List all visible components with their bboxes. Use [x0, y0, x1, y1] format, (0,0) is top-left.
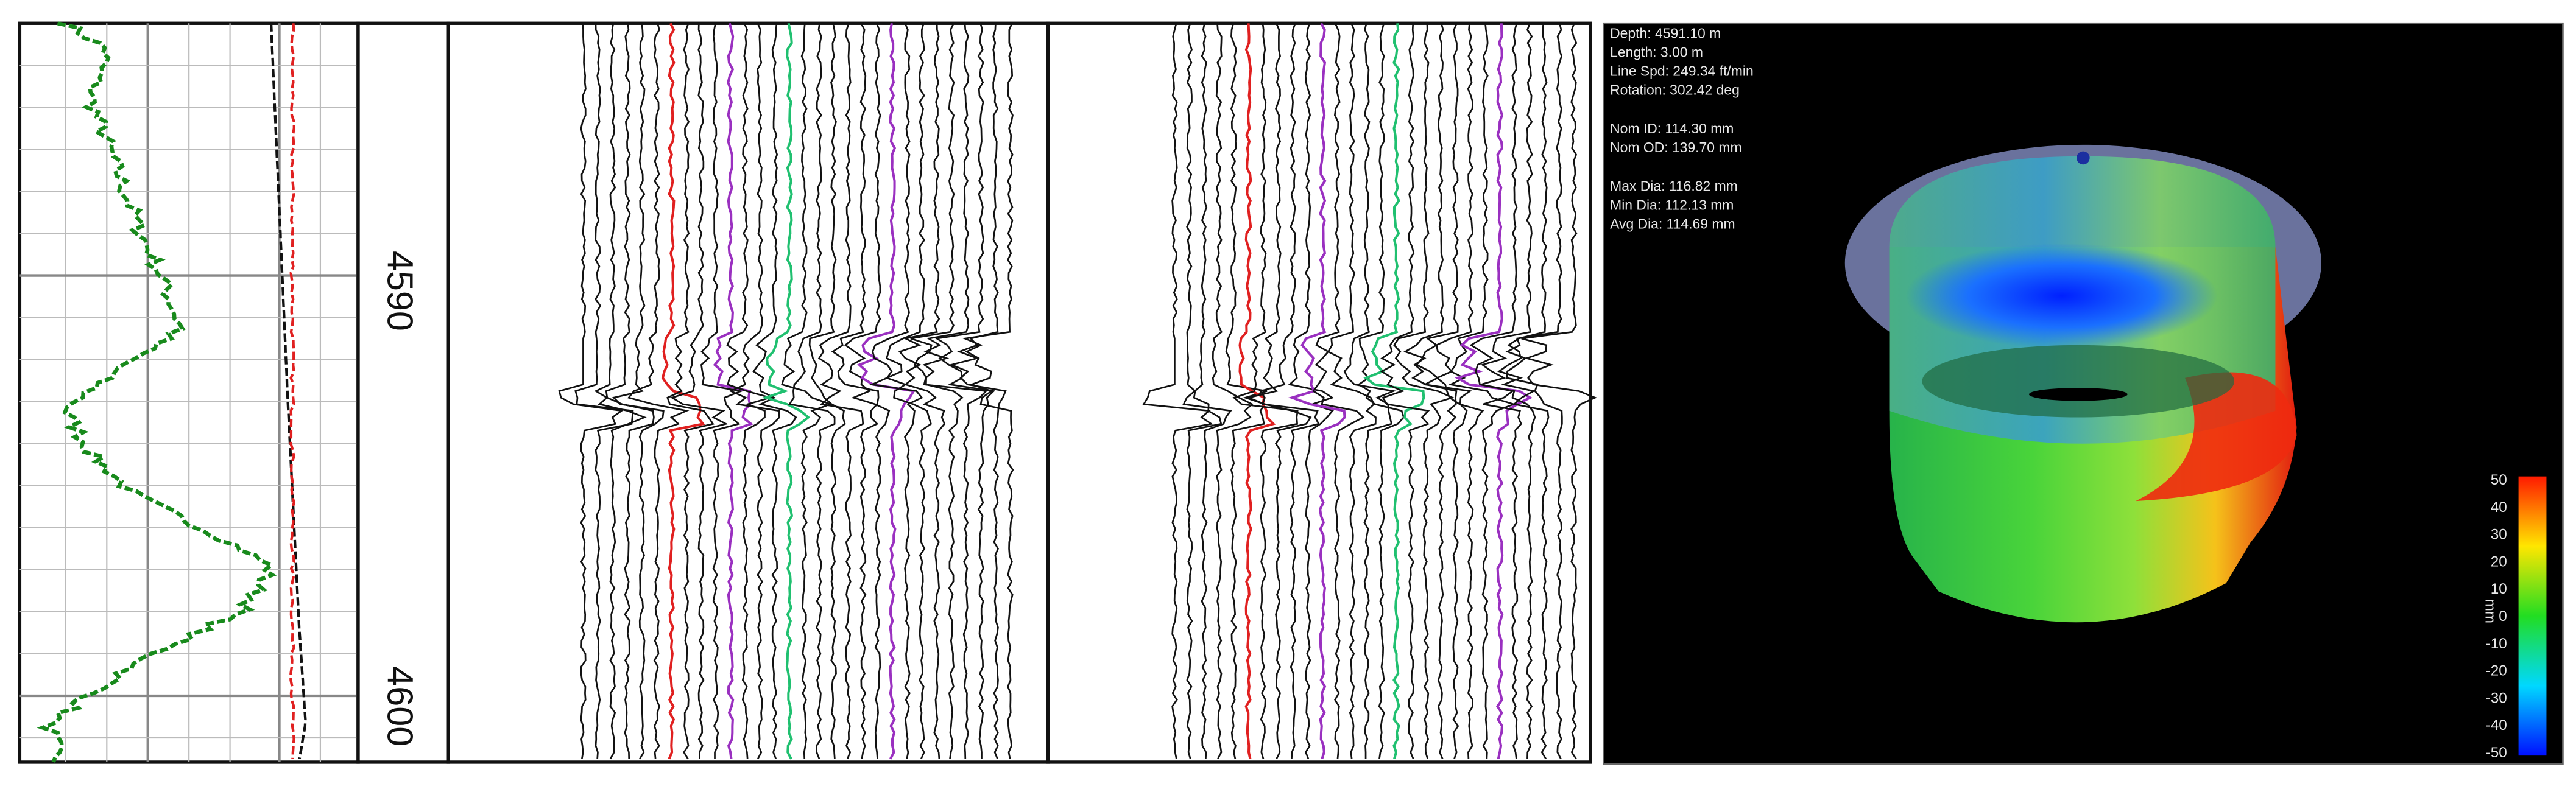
sensor-curve [605, 23, 655, 759]
colorbar-label: -40 [2486, 717, 2507, 734]
colorbar-label: -10 [2486, 636, 2507, 652]
depth-label: 4600 [380, 666, 421, 746]
sensor-curve [1343, 23, 1397, 759]
sensor-curve [1142, 23, 1214, 759]
colorbar-label: 30 [2491, 527, 2507, 543]
deformation [2136, 372, 2297, 502]
colorbar-label: 50 [2491, 472, 2507, 488]
colorbar-unit: mm [2482, 599, 2499, 623]
sensor-curve [1182, 23, 1232, 759]
sensor-curve [1288, 23, 1335, 760]
pipe-model [1844, 144, 2321, 623]
sensor-curve [1505, 23, 1563, 760]
curve [37, 21, 277, 763]
sensor-curve [831, 23, 880, 759]
depth-label: 4590 [380, 251, 421, 331]
sensor-curve [1415, 23, 1472, 759]
pipe-inner [1922, 345, 2235, 418]
pipe-inner [2028, 388, 2128, 401]
deformation [1905, 243, 2218, 349]
colorbar-label: 10 [2491, 581, 2507, 597]
sensor-curve [962, 23, 1014, 759]
sensor-curve [661, 23, 705, 760]
sensor-curve [1521, 23, 1597, 760]
sensor-curve [1259, 23, 1320, 759]
sensor-curve [700, 23, 744, 759]
colorbar [2518, 476, 2547, 756]
sensor-curve [781, 23, 833, 759]
info-line: Min Dia: 112.13 mm [1610, 197, 1734, 212]
sensor-curve [666, 23, 715, 760]
colorbar-label: 40 [2491, 499, 2507, 516]
sensor-curves [558, 23, 1597, 760]
sensor-curve [1497, 23, 1550, 760]
info-panel: Depth: 4591.10 m Length: 3.00 m Line Spd: … [1610, 26, 1754, 232]
sensor-curve [752, 23, 797, 760]
sensor-curve [922, 23, 988, 759]
curve [289, 23, 296, 759]
log-curves [37, 21, 307, 763]
colorbar-label: -20 [2486, 663, 2507, 679]
sensor-curve [726, 23, 774, 759]
sensor-curve [574, 23, 634, 759]
info-line: Nom OD: 139.70 mm [1610, 139, 1741, 155]
sensor-curve [1435, 23, 1484, 759]
sensor-curve [1393, 23, 1455, 759]
sensor-curve [910, 23, 964, 759]
marker [2077, 151, 2090, 165]
sensor-curve [1312, 23, 1365, 759]
sensor-curve [558, 23, 624, 759]
sensor-curve [1455, 23, 1533, 759]
sensor-curve [1327, 23, 1377, 759]
sensor-curve [1403, 23, 1458, 760]
sensor-curve [948, 23, 1007, 760]
colorbar-label: 20 [2491, 553, 2507, 570]
sensor-curve [1225, 23, 1268, 759]
info-line: Line Spd: 249.34 ft/min [1610, 63, 1754, 79]
info-line: Max Dia: 116.82 mm [1610, 178, 1738, 194]
sensor-curve [670, 23, 729, 759]
colorbar-label: 0 [2499, 608, 2507, 625]
sensor-curve [869, 23, 923, 759]
info-line: Depth: 4591.10 m [1610, 26, 1721, 41]
info-line: Nom ID: 114.30 mm [1610, 121, 1734, 136]
info-line: Avg Dia: 114.69 mm [1610, 216, 1735, 231]
sensor-curve [844, 23, 891, 759]
sensor-curve [1480, 23, 1536, 759]
sensor-curve [817, 23, 864, 760]
sensor-curve [788, 23, 836, 760]
sensor-curve [594, 23, 647, 760]
colorbar-label: -50 [2486, 745, 2507, 761]
sensor-curve [898, 23, 946, 759]
sensor-curve [1448, 23, 1517, 759]
sensor-curve [808, 23, 846, 759]
curve [269, 23, 307, 759]
sensor-curve [761, 23, 811, 760]
colorbar-label: -30 [2486, 690, 2507, 706]
sensor-curve [1232, 23, 1299, 759]
sensor-curve [1246, 23, 1312, 760]
info-line: Rotation: 302.42 deg [1610, 82, 1740, 98]
info-line: Length: 3.00 m [1610, 44, 1703, 60]
sensor-curve [1363, 23, 1425, 760]
sensor-curve [1357, 23, 1405, 759]
sensor-curve [1380, 23, 1430, 760]
colorbar-labels: 50 40 30 20 10 0 -10 -20 -30 -40 -50 [2486, 472, 2507, 761]
sensor-curve [627, 23, 690, 759]
sensor-curve [612, 23, 665, 760]
sensor-curve [934, 23, 996, 759]
sensor-curve [884, 23, 933, 760]
sensor-curve [729, 23, 780, 760]
sensor-track [1046, 21, 1592, 764]
depth-track [356, 21, 450, 764]
sensor-curve [1212, 23, 1254, 760]
